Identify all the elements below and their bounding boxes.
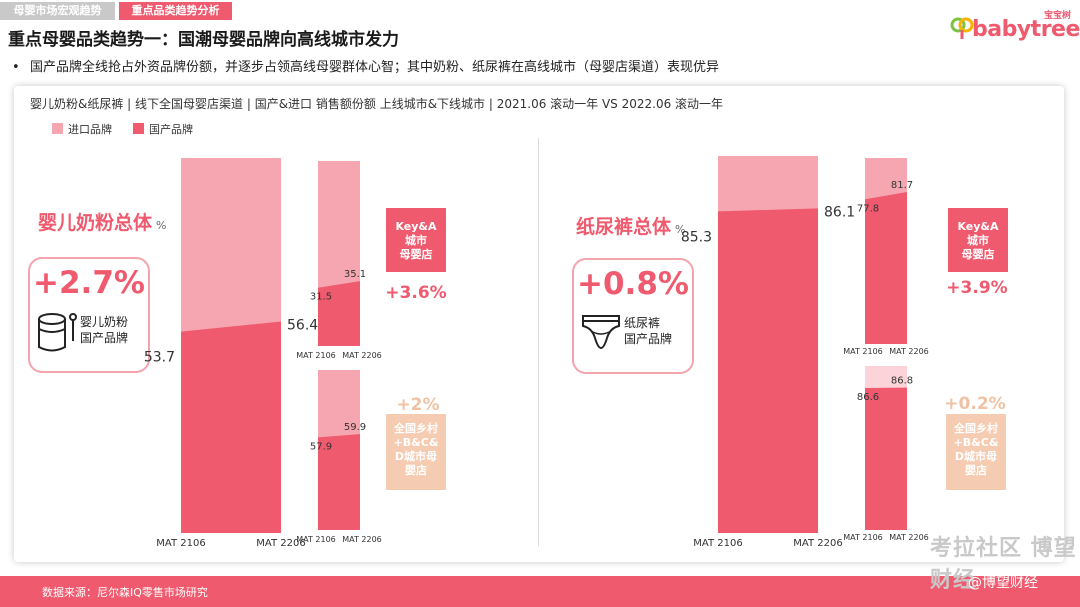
badge-diaper-lower-line1: 全国乡村	[954, 422, 998, 435]
badge-milk-lower-city: 全国乡村 +B&C& D城市母 婴店	[386, 414, 446, 490]
badge-diaper-lower-city: 全国乡村 +B&C& D城市母 婴店	[946, 414, 1006, 490]
value-label-1-mat2106: 31.5	[310, 292, 332, 303]
kpi-milk-label: 婴儿奶粉 国产品牌	[80, 314, 128, 346]
badge-diaper-key-city: Key&A 城市 母婴店	[948, 208, 1008, 272]
value-label-2-mat2106: 57.9	[310, 441, 332, 452]
change-milk-key-city: +3.6%	[385, 283, 447, 303]
category-label-5-mat2106: MAT 2106	[843, 533, 883, 542]
kpi-milk-label-line1: 婴儿奶粉	[80, 315, 129, 329]
legend-domestic-swatch	[133, 123, 144, 134]
kpi-diaper-label-line1: 纸尿裤	[624, 316, 661, 330]
category-label-0-mat2206: MAT 2206	[256, 538, 305, 549]
badge-diaper-lower-line3: D城市母	[954, 450, 998, 463]
kpi-milk-label-line2: 国产品牌	[80, 331, 129, 345]
value-label-1-mat2206: 35.1	[344, 269, 366, 280]
badge-milk-key-line3: 母婴店	[399, 248, 433, 261]
category-label-4-mat2106: MAT 2106	[843, 347, 883, 356]
tab-category-analysis[interactable]: 重点品类趋势分析	[119, 2, 232, 20]
domestic-share-area-1	[318, 281, 360, 346]
logo-cn-text: 宝宝树	[1043, 11, 1071, 21]
panel-divider	[538, 138, 539, 546]
category-label-1-mat2206: MAT 2206	[342, 351, 382, 360]
value-label-5-mat2106: 86.6	[857, 392, 879, 403]
watermark: 考拉社区 博望财经	[930, 536, 1077, 593]
value-label-4-mat2206: 81.7	[891, 180, 913, 191]
chart-subtitle: 婴儿奶粉&纸尿裤 | 线下全国母婴店渠道 | 国产&进口 销售额份额 上线城市&…	[30, 97, 724, 111]
domestic-share-area-3	[718, 208, 818, 533]
page-title: 重点母婴品类趋势一：国潮母婴品牌向高线城市发力	[8, 30, 399, 50]
badge-diaper-lower-line4: 婴店	[965, 464, 987, 477]
badge-milk-lower-line3: D城市母	[394, 450, 438, 463]
category-title-milk: 婴儿奶粉总体%	[38, 208, 166, 235]
logo-en-text: babytree	[972, 17, 1080, 42]
category-label-2-mat2206: MAT 2206	[342, 535, 382, 544]
footer-bar: 数据来源：尼尔森IQ零售市场研究	[0, 576, 1080, 607]
change-diaper-key-city: +3.9%	[946, 278, 1008, 298]
change-diaper-lower-city: +0.2%	[944, 394, 1006, 414]
domestic-share-area-5	[865, 387, 907, 530]
category-title-diaper: 纸尿裤总体%	[576, 212, 685, 239]
kpi-card-diaper: +0.8% 纸尿裤国产品牌	[572, 258, 694, 374]
bullet-text: 国产品牌全线抢占外资品牌份额，并逐步占领高线母婴群体心智；其中奶粉、纸尿裤在高线…	[30, 60, 720, 75]
category-label-0-mat2106: MAT 2106	[156, 538, 205, 549]
category-label-5-mat2206: MAT 2206	[889, 533, 929, 542]
kpi-milk-value: +2.7%	[33, 265, 145, 301]
domestic-share-area-2	[318, 434, 360, 530]
value-label-4-mat2106: 77.8	[857, 203, 879, 214]
kpi-card-milk: +2.7% 婴儿奶粉国产品牌	[28, 257, 150, 373]
category-label-2-mat2106: MAT 2106	[296, 535, 336, 544]
legend-domestic: 国产品牌	[133, 121, 193, 137]
tab-market-trends[interactable]: 母婴市场宏观趋势	[0, 2, 115, 20]
category-milk-label: 婴儿奶粉总体	[38, 212, 153, 234]
domestic-share-area-0	[181, 321, 281, 533]
value-label-3-mat2206: 86.1	[824, 204, 855, 220]
change-milk-lower-city: +2%	[396, 395, 440, 415]
category-milk-unit: %	[156, 219, 167, 232]
badge-milk-key-city: Key&A 城市 母婴店	[386, 208, 446, 272]
value-label-3-mat2106: 85.3	[681, 229, 712, 245]
category-label-3-mat2206: MAT 2206	[793, 538, 842, 549]
value-label-0-mat2106: 53.7	[144, 350, 175, 366]
badge-milk-lower-line2: +B&C&	[393, 436, 439, 449]
milk-can-icon	[38, 313, 77, 352]
category-diaper-label: 纸尿裤总体	[576, 216, 672, 238]
babytree-logo: 宝宝树 babytree	[950, 8, 1080, 42]
badge-milk-lower-line4: 婴店	[405, 464, 427, 477]
category-label-1-mat2106: MAT 2106	[296, 351, 336, 360]
footer-source: 数据来源：尼尔森IQ零售市场研究	[42, 586, 208, 599]
badge-diaper-key-line2: 城市	[967, 234, 989, 247]
legend-import: 进口品牌	[52, 121, 112, 137]
kpi-diaper-value: +0.8%	[577, 266, 689, 302]
tree-logo-icon	[950, 17, 974, 39]
summary-bullet: • 国产品牌全线抢占外资品牌份额，并逐步占领高线母婴群体心智；其中奶粉、纸尿裤在高…	[12, 56, 719, 75]
legend-import-label: 进口品牌	[68, 123, 112, 136]
value-label-5-mat2206: 86.8	[891, 376, 913, 387]
legend-domestic-label: 国产品牌	[149, 123, 193, 136]
category-label-4-mat2206: MAT 2206	[889, 347, 929, 356]
watermark-handle: @博望财经	[968, 575, 1038, 591]
category-diaper-unit: %	[675, 223, 686, 236]
domestic-share-area-4	[865, 192, 907, 344]
value-label-0-mat2206: 56.4	[287, 318, 318, 334]
badge-diaper-lower-line2: +B&C&	[953, 436, 999, 449]
kpi-diaper-label: 纸尿裤 国产品牌	[624, 315, 672, 347]
category-label-3-mat2106: MAT 2106	[693, 538, 742, 549]
badge-diaper-key-line1: Key&A	[957, 220, 999, 233]
diaper-icon	[582, 315, 620, 350]
badge-diaper-key-line3: 母婴店	[961, 248, 995, 261]
badge-milk-key-line2: 城市	[405, 234, 427, 247]
kpi-diaper-label-line2: 国产品牌	[624, 332, 673, 346]
bullet-dot: •	[12, 60, 20, 75]
badge-milk-lower-line1: 全国乡村	[394, 422, 438, 435]
legend-import-swatch	[52, 123, 63, 134]
badge-milk-key-line1: Key&A	[395, 220, 437, 233]
value-label-2-mat2206: 59.9	[344, 422, 366, 433]
